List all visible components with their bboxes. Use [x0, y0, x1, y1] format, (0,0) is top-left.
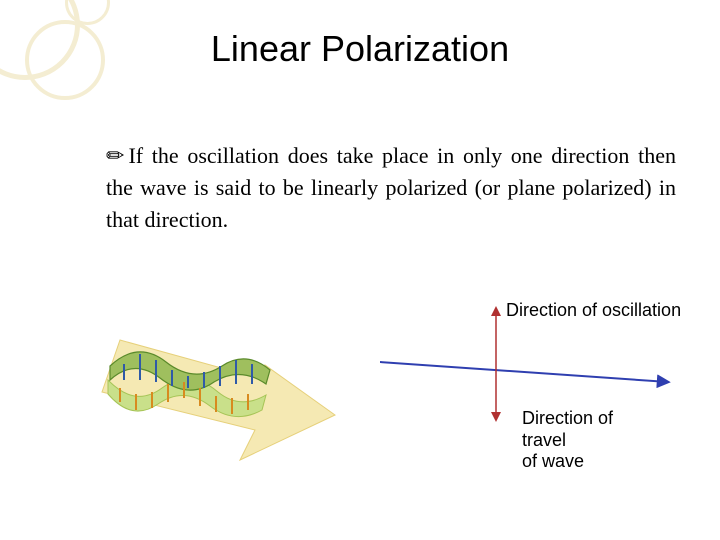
travel-label: Direction of travel of wave	[522, 408, 613, 473]
oscillation-label: Direction of oscillation	[506, 300, 681, 321]
wave-bottom	[108, 379, 266, 417]
travel-label-l2: travel	[522, 430, 566, 450]
bottom-ticks	[120, 382, 248, 414]
travel-arrow-icon	[380, 362, 668, 382]
body-paragraph: ✏If the oscillation does take place in o…	[106, 140, 676, 236]
wave-top	[110, 352, 270, 390]
bullet-icon: ✏	[106, 140, 124, 172]
wave-diagram	[90, 310, 350, 480]
slide-title: Linear Polarization	[0, 28, 720, 70]
travel-label-l1: Direction of	[522, 408, 613, 428]
arrow-shape-icon	[102, 340, 335, 460]
travel-label-l3: of wave	[522, 451, 584, 471]
body-text-content: If the oscillation does take place in on…	[106, 143, 676, 232]
top-ticks	[124, 354, 252, 388]
direction-diagram: Direction of oscillation Direction of tr…	[380, 300, 690, 470]
